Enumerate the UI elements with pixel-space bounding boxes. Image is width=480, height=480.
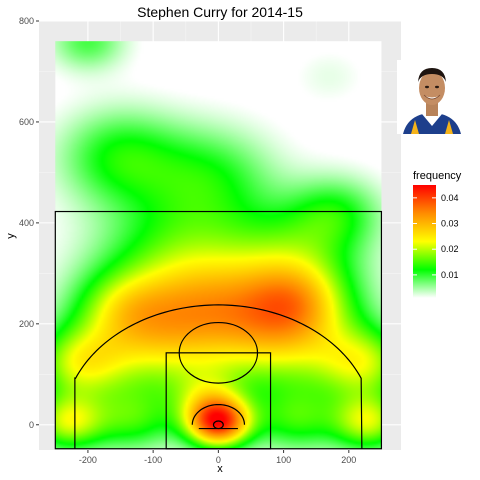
y-axis: 0 200 400 600 800	[19, 16, 39, 430]
legend-colorbar	[413, 185, 436, 298]
player-photo	[397, 60, 467, 134]
x-tick-label: 0	[216, 455, 221, 465]
legend-tick-label: 0.04	[441, 193, 459, 203]
legend-tick-label: 0.03	[441, 219, 459, 229]
density-heatmap	[55, 41, 382, 449]
legend-tick-label: 0.01	[441, 270, 459, 280]
y-tick-label: 800	[19, 16, 34, 26]
legend: frequency 0.01 0.02 0.03 0.04	[413, 170, 462, 298]
x-tick-label: 100	[276, 455, 291, 465]
y-tick-label: 0	[29, 420, 34, 430]
legend-title: frequency	[413, 170, 462, 182]
y-tick-label: 200	[19, 319, 34, 329]
chart-title: Stephen Curry for 2014-15	[137, 4, 303, 20]
y-axis-label: y	[5, 233, 17, 239]
free-throw-circle	[178, 321, 259, 384]
paint-box	[165, 352, 272, 450]
restricted-area-arc	[191, 403, 246, 425]
x-axis-label: x	[217, 463, 223, 475]
x-tick-label: -200	[79, 455, 97, 465]
x-tick-label: 200	[341, 455, 356, 465]
court-lines	[54, 210, 383, 450]
y-tick-label: 400	[19, 218, 34, 228]
x-axis: -200 -100 0 100 200	[79, 450, 356, 465]
three-point-line	[74, 304, 363, 449]
x-tick-label: -100	[144, 455, 162, 465]
y-tick-label: 600	[19, 117, 34, 127]
legend-tick-label: 0.02	[441, 244, 459, 254]
